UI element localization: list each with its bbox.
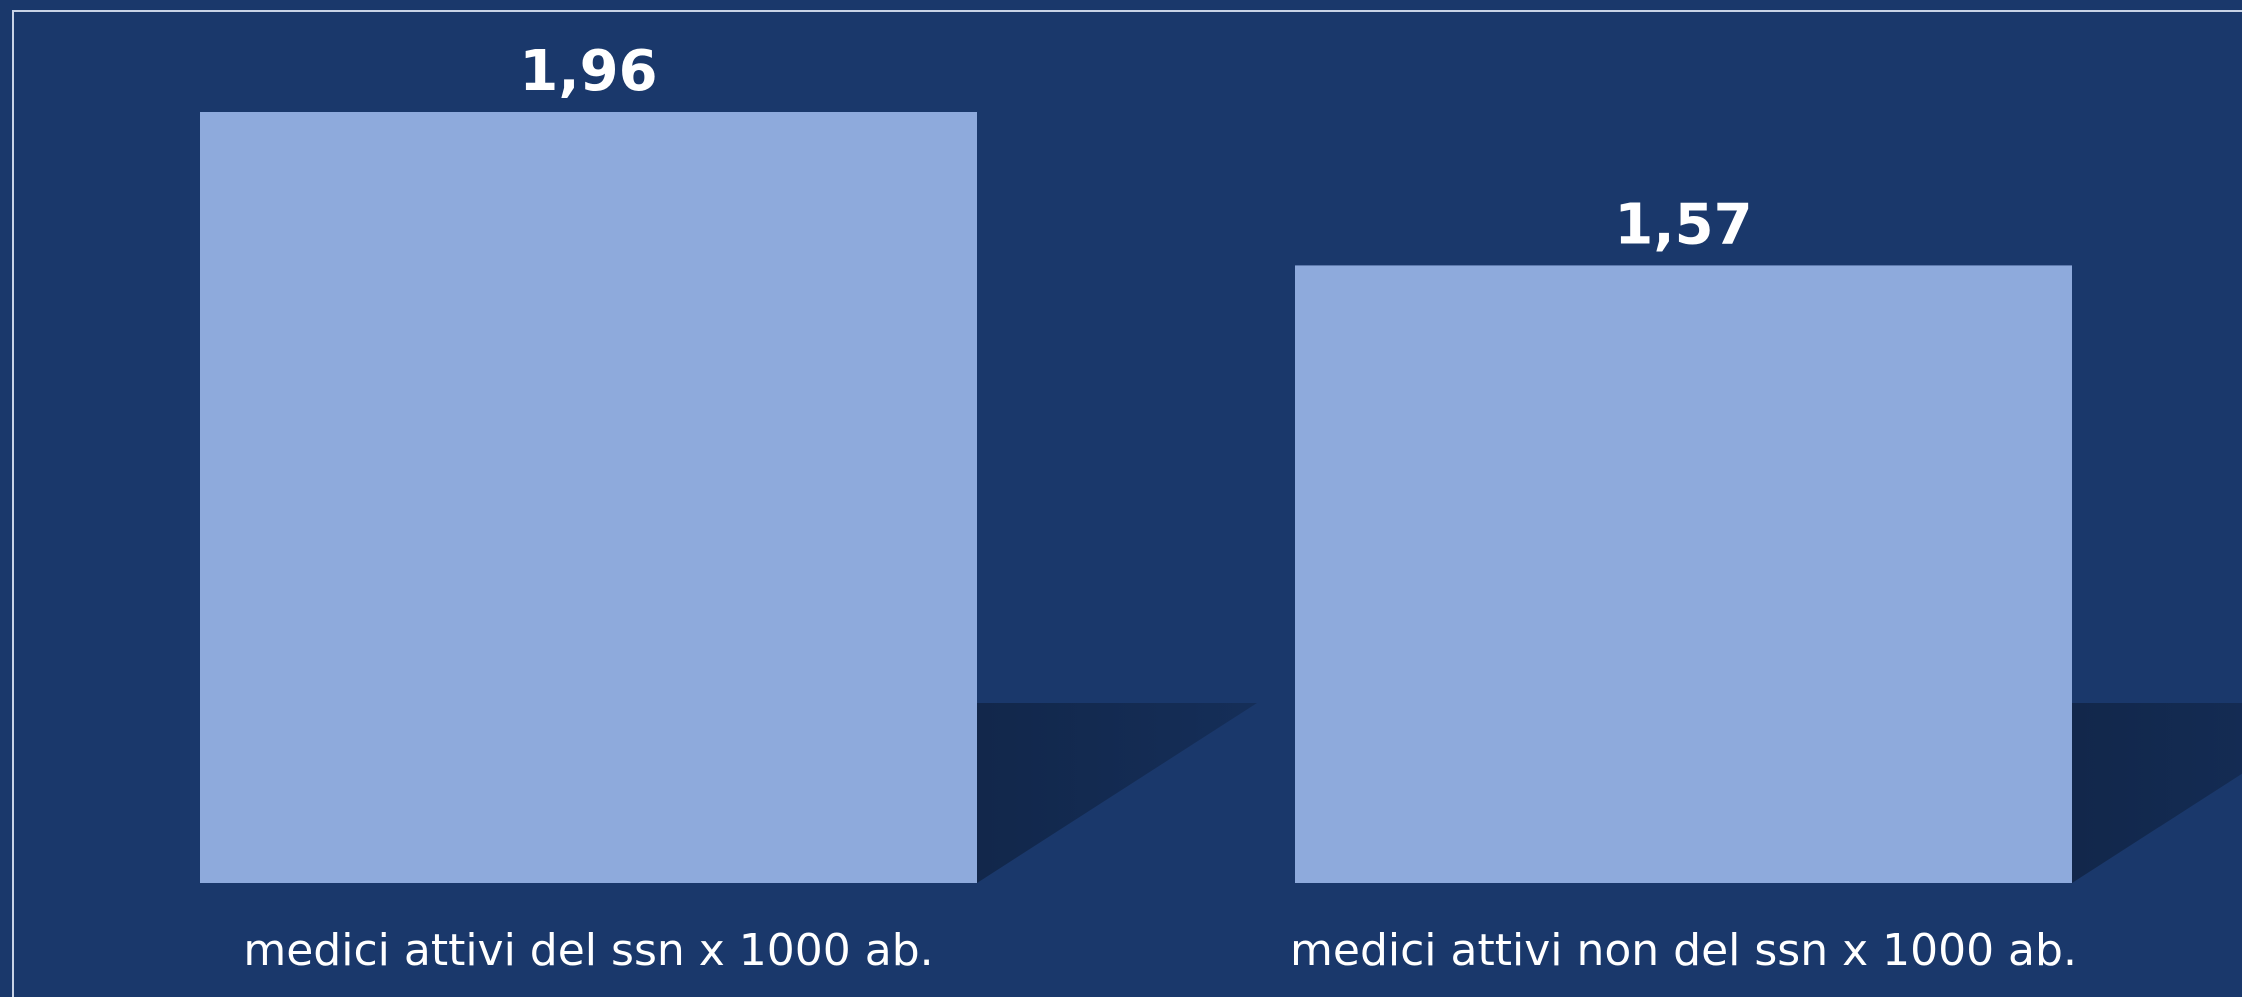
bar-shadow-2 — [2072, 703, 2242, 883]
bar-1 — [200, 112, 977, 883]
bar-shadows — [977, 703, 2242, 883]
category-label-1: medici attivi del ssn x 1000 ab. — [243, 925, 933, 976]
data-label-2: 1,57 — [1614, 192, 1752, 257]
bar-2 — [1295, 265, 2072, 883]
slide-frame — [12, 10, 2242, 997]
bars-group — [200, 112, 2072, 883]
value-labels-group: 1,96 1,57 — [519, 39, 1752, 257]
category-labels-group: medici attivi del ssn x 1000 ab. medici a… — [243, 925, 2077, 976]
data-label-1: 1,96 — [519, 39, 657, 104]
bar-shadow-1 — [977, 703, 1257, 883]
category-label-2: medici attivi non del ssn x 1000 ab. — [1290, 925, 2077, 976]
